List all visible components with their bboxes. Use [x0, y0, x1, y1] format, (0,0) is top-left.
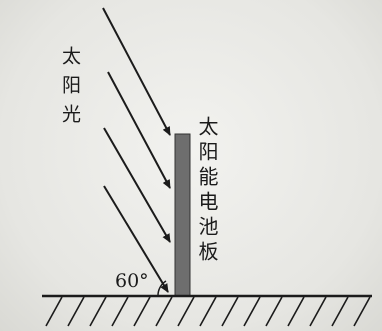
ground-hatching [45, 296, 371, 327]
angle-label: 60° [115, 270, 149, 292]
sunlight-label: 太阳光 [59, 46, 81, 133]
sun-ray-2 [107, 71, 171, 189]
sun-ray-4 [103, 185, 169, 293]
sun-ray-1 [102, 7, 171, 136]
solar-panel-label: 太阳能电池板 [195, 116, 219, 266]
solar-panel [174, 133, 191, 297]
sun-ray-3 [103, 127, 171, 243]
